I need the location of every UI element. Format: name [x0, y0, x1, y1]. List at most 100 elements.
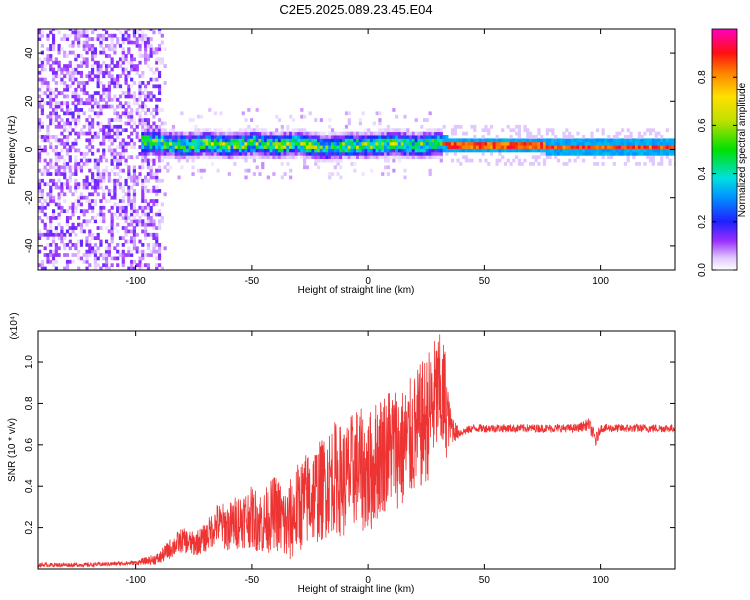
heatmap-cell [68, 259, 72, 264]
heatmap-cell [54, 135, 58, 139]
heatmap-cell [121, 141, 125, 146]
snr-x-ticks: -100 -50 0 50 100 [126, 331, 609, 586]
heatmap-cell [138, 175, 142, 180]
heatmap-cell [144, 104, 148, 109]
heatmap-cell [88, 138, 92, 143]
heatmap-cell [146, 172, 150, 176]
heatmap-cell [118, 209, 123, 214]
heatmap-cell [127, 101, 131, 106]
heatmap-cell [116, 151, 120, 156]
heatmap-cell [135, 131, 139, 136]
heatmap-cell [540, 145, 544, 149]
heatmap-cell [132, 266, 137, 270]
heatmap-cell [202, 151, 206, 156]
heatmap-cell [157, 178, 162, 183]
heatmap-cell [210, 155, 215, 160]
heatmap-cell [54, 148, 58, 153]
heatmap-cell [372, 121, 376, 126]
heatmap-cell [372, 131, 376, 136]
heatmap-cell [102, 178, 106, 183]
heatmap-cell [420, 124, 424, 129]
heatmap-cell [350, 151, 354, 156]
heatmap-cell [386, 128, 390, 133]
heatmap-cell [548, 155, 552, 160]
heatmap-cell [49, 216, 53, 220]
heatmap-cell [96, 33, 100, 38]
heatmap-cell [425, 138, 429, 143]
heatmap-cell [364, 128, 368, 133]
heatmap-cell [110, 77, 114, 82]
heatmap-cell [194, 145, 198, 149]
heatmap-cell [96, 67, 100, 72]
heatmap-cell [534, 145, 538, 149]
heatmap-cell [74, 209, 78, 214]
heatmap-cell [113, 155, 117, 160]
heatmap-cell [169, 151, 173, 156]
heatmap-cell [375, 141, 379, 146]
heatmap-cell [333, 141, 337, 146]
heatmap-cell [110, 155, 114, 160]
heatmap-cell [38, 104, 42, 109]
heatmap-cell [476, 148, 480, 153]
heatmap-cell [88, 192, 92, 197]
heatmap-cell [157, 57, 162, 62]
heatmap-cell [130, 236, 134, 241]
heatmap-cell [311, 138, 315, 143]
heatmap-cell [582, 148, 586, 153]
heatmap-cell [236, 135, 240, 139]
heatmap-cell [107, 47, 111, 52]
heatmap-cell [60, 124, 64, 129]
heatmap-cell [361, 141, 365, 146]
x-tick-label: 50 [479, 575, 491, 586]
heatmap-cell [57, 60, 61, 65]
heatmap-cell [166, 141, 170, 146]
heatmap-cell [545, 151, 549, 156]
heatmap-cell [79, 192, 84, 197]
heatmap-cell [149, 222, 153, 227]
heatmap-cell [141, 219, 145, 224]
x-tick-label: -100 [126, 276, 146, 287]
heatmap-cell [397, 131, 402, 136]
heatmap-cell [74, 70, 78, 75]
heatmap-cell [336, 138, 340, 143]
heatmap-cell [291, 151, 296, 156]
heatmap-cell [654, 138, 658, 143]
heatmap-cell [40, 209, 44, 214]
heatmap-cell [314, 141, 318, 146]
heatmap-cell [520, 148, 524, 153]
heatmap-cell [400, 148, 404, 153]
heatmap-cell [250, 148, 254, 153]
heatmap-cell [40, 266, 44, 270]
heatmap-cell [113, 64, 117, 68]
heatmap-cell [414, 155, 418, 160]
heatmap-cell [169, 145, 173, 149]
heatmap-cell [213, 135, 217, 139]
heatmap-cell [582, 138, 586, 143]
heatmap-cell [91, 37, 95, 41]
heatmap-cell [492, 148, 496, 153]
heatmap-cell [434, 128, 438, 133]
heatmap-cell [138, 60, 142, 65]
heatmap-cell [132, 199, 137, 203]
heatmap-cell [241, 138, 245, 143]
heatmap-cell [367, 151, 371, 156]
heatmap-cell [316, 148, 321, 153]
heatmap-cell [520, 138, 524, 143]
heatmap-cell [144, 205, 148, 210]
heatmap-cell [96, 185, 100, 190]
heatmap-cell [104, 158, 109, 163]
heatmap-cell [40, 124, 44, 129]
heatmap-cell [93, 54, 97, 58]
heatmap-cell [386, 141, 390, 146]
heatmap-cell [127, 47, 131, 52]
heatmap-cell [130, 185, 134, 190]
heatmap-cell [177, 135, 181, 139]
heatmap-cell [138, 165, 142, 170]
heatmap-cell [85, 158, 89, 163]
heatmap-cell [104, 165, 109, 170]
heatmap-cell [43, 222, 47, 227]
heatmap-cell [144, 50, 148, 55]
heatmap-cell [149, 168, 153, 173]
heatmap-cell [104, 67, 109, 72]
heatmap-cell [171, 145, 176, 149]
